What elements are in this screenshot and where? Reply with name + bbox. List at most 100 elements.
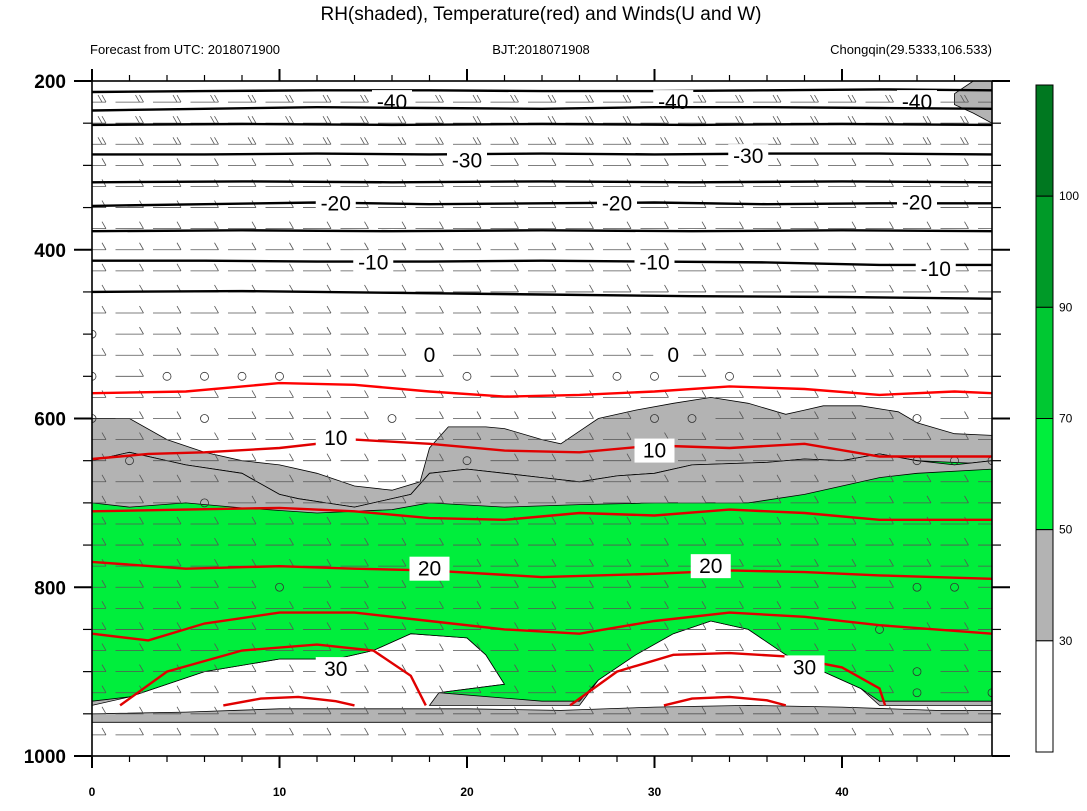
wind-barb-flag [589,580,594,588]
wind-barb-flag [218,81,219,82]
wind-barb-flag [589,601,594,609]
wind-barb-flag [889,537,894,546]
calm-wind-marker [237,371,247,381]
contour-label: 0 [424,344,436,367]
contour-label-bg [653,90,694,115]
wind-barb-flag [739,727,744,736]
wind-barb-flag [210,115,215,124]
wind-barb-flag [435,137,440,145]
contour-label-bg [409,343,450,368]
wind-barb-flag [589,706,594,715]
wind-barb-flag [139,242,144,250]
wind-barb-flag [439,305,444,314]
wind-barb-flag [589,474,594,482]
wind-barb-flag [139,348,144,356]
wind-barb-flag [139,664,144,672]
wind-barb-flag [210,94,215,103]
wind-barb-flag [998,116,1002,123]
wind-barb-flag [176,685,182,693]
wind-barb-flag [176,411,182,419]
wind-barb-flag [739,664,744,672]
wind-barb-flag [701,474,707,482]
temperature-contour-0 [92,381,992,398]
wind-barb-flag [998,74,1002,81]
wind-barb-flag [551,622,557,630]
wind-barb-flag [251,326,257,335]
wind-barb-flag [701,432,707,440]
wind-barb-flag [739,601,744,609]
wind-barb-flag [814,516,819,525]
wind-barb-flag [776,326,782,335]
wind-barb-flag [214,390,219,398]
wind-barb-flag [964,369,969,377]
wind-barb-flag [214,158,219,166]
chart-subtitle-left: Forecast from UTC: 2018071900 [90,42,280,57]
wind-barb-flag [960,115,965,124]
contour-label-bg [315,657,356,682]
wind-barb-flag [814,537,819,546]
wind-barb-flag [401,643,407,651]
wind-barb-flag [289,685,294,693]
wind-barb-flag [476,432,482,440]
wind-barb-flag [514,432,519,440]
wind-barb-flag [139,411,144,419]
wind-barb-flag [926,601,932,609]
wind-barb-flag [889,643,894,651]
wind-barb-flag [476,284,482,293]
wind-barb-flag [289,516,294,525]
wind-barb-flag [139,474,144,482]
wind-barb-flag [998,95,1002,102]
wind-barb-flag [101,221,107,229]
wind-barb-flag [368,81,369,82]
wind-barb-flag [701,94,707,103]
wind-barb-flag [589,305,594,314]
wind-barb-flag [251,664,257,672]
wind-barb-flag [439,326,444,335]
wind-barb-flag [739,115,744,124]
wind-barb-flag [401,390,407,398]
wind-barb-flag [814,115,819,124]
wind-barb-flag [701,305,707,314]
wind-barb-flag [926,305,932,314]
contour-label-bg [784,655,825,680]
wind-barb-flag [889,706,894,715]
wind-barb-flag [851,305,857,314]
wind-barb-flag [930,81,931,82]
y-tick-label: 800 [34,578,66,599]
wind-barb-flag [139,94,144,103]
wind-barb-flag [472,115,478,124]
wind-barb-flag [626,94,632,103]
wind-barb-flag [510,94,515,103]
wind-barb-flag [1002,601,1006,608]
wind-barb-flag [626,137,632,145]
wind-barb-flag [401,453,407,461]
y-tick-label: 200 [34,72,66,93]
wind-barb-flag [889,305,894,314]
wind-barb-flag [176,137,182,145]
wind-barb-flag [322,94,328,103]
wind-barb-flag [439,580,444,588]
wind-barb-flag [551,326,557,335]
wind-barb-flag [514,158,519,166]
wind-barb-flag [889,474,894,482]
wind-barb-flag [289,326,294,335]
wind-barb-flag [551,453,557,461]
contour-label-bg [409,556,450,581]
wind-barb-flag [776,94,782,103]
colorbar-label: 90 [1059,300,1073,314]
wind-barb-flag [626,453,632,461]
wind-barb-flag [1002,285,1006,292]
wind-barb-flag [964,326,969,335]
colorbar-bin-50-70 [1035,418,1054,531]
wind-barb-flag [964,727,969,736]
wind-barb-flag [401,305,407,314]
wind-barb-flag [285,94,290,103]
wind-barb-flag [814,495,819,504]
wind-barb-flag [701,326,707,335]
wind-barb-flag [926,495,932,504]
wind-barb-flag [214,137,219,145]
wind-barb-flag [514,474,519,482]
wind-barb-flag [551,242,557,250]
contour-label-bg [653,343,694,368]
